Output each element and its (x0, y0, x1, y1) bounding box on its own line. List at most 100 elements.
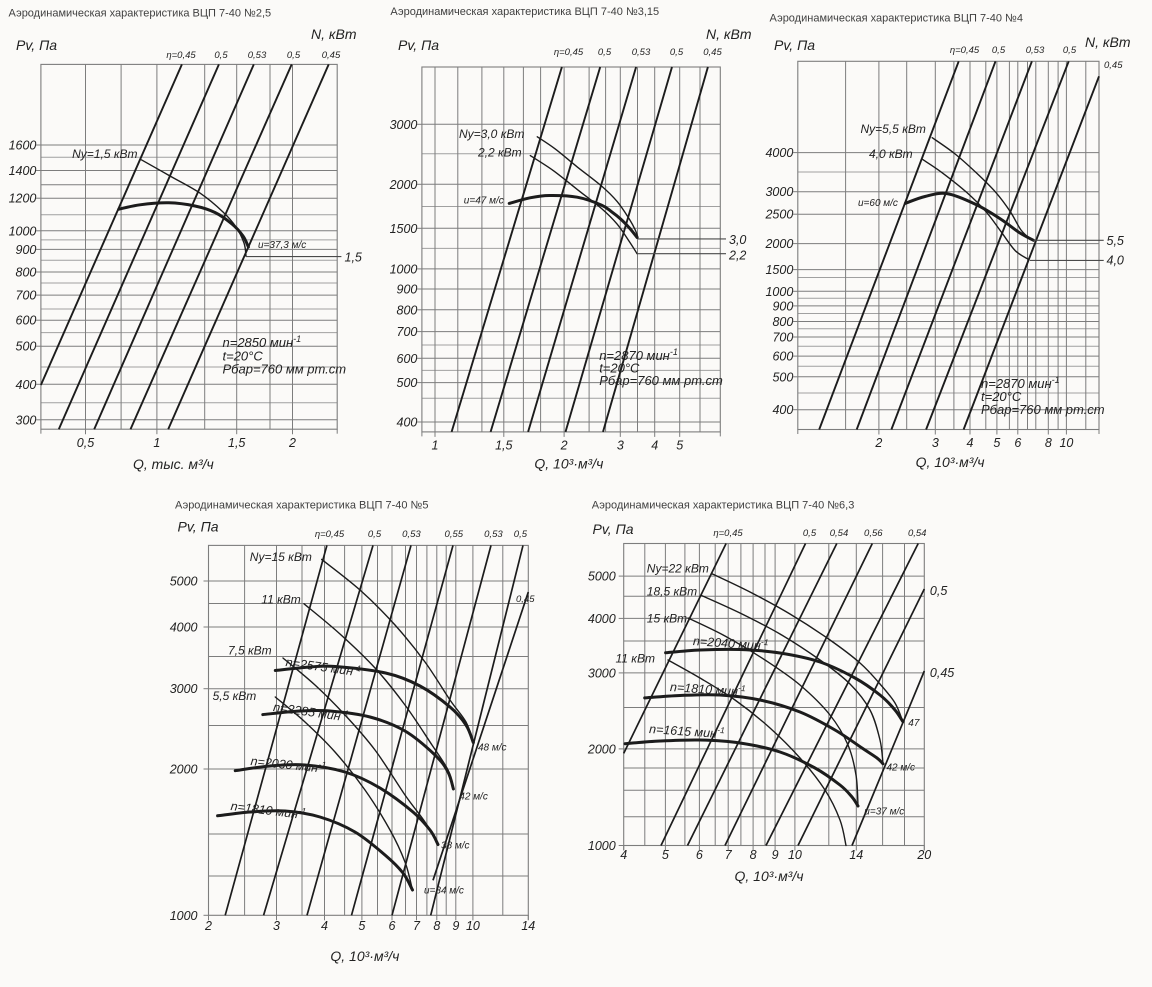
svg-text:0,45: 0,45 (930, 666, 954, 680)
svg-text:n=2030 мин-1: n=2030 мин-1 (250, 752, 327, 776)
svg-text:Pбар=760 мм рт.ст: Pбар=760 мм рт.ст (599, 373, 723, 388)
svg-text:n=1810 мин-1: n=1810 мин-1 (670, 678, 747, 699)
svg-text:1500: 1500 (765, 263, 793, 277)
svg-text:8: 8 (1045, 436, 1052, 450)
svg-text:0,5: 0,5 (1063, 45, 1077, 56)
svg-text:1000: 1000 (390, 262, 418, 276)
svg-text:0,5: 0,5 (670, 47, 684, 58)
svg-text:0,5: 0,5 (514, 529, 528, 540)
svg-text:Pбар=760 мм рт.ст: Pбар=760 мм рт.ст (223, 362, 347, 377)
svg-text:4,0 кВт: 4,0 кВт (869, 147, 913, 161)
svg-text:3000: 3000 (170, 682, 198, 696)
svg-text:2,2 кВт: 2,2 кВт (477, 146, 522, 160)
svg-text:n=2040 мин-1: n=2040 мин-1 (692, 632, 769, 653)
svg-text:2: 2 (874, 436, 882, 450)
svg-text:0,5: 0,5 (77, 436, 94, 450)
svg-text:1000: 1000 (765, 285, 793, 299)
svg-text:11 кВт: 11 кВт (261, 593, 300, 607)
svg-text:1,5: 1,5 (495, 439, 512, 453)
svg-text:0,53: 0,53 (632, 47, 651, 58)
svg-text:8: 8 (433, 919, 440, 933)
svg-text:4: 4 (967, 436, 974, 450)
svg-text:Аэродинамическая характеристик: Аэродинамическая характеристика ВЦП 7-40… (175, 500, 428, 512)
svg-text:38 м/с: 38 м/с (441, 841, 470, 852)
svg-text:0,45: 0,45 (516, 594, 535, 605)
svg-text:N, кВт: N, кВт (311, 26, 357, 42)
svg-text:u=37 м/с: u=37 м/с (864, 807, 904, 818)
svg-text:300: 300 (16, 413, 37, 427)
svg-text:0,55: 0,55 (445, 529, 464, 540)
svg-text:10: 10 (788, 848, 802, 862)
svg-text:0,5: 0,5 (930, 584, 947, 598)
svg-text:0,45: 0,45 (1104, 60, 1123, 71)
svg-text:10: 10 (1059, 436, 1073, 450)
svg-text:2000: 2000 (169, 763, 198, 777)
svg-text:500: 500 (397, 376, 418, 390)
svg-text:η=0,45: η=0,45 (554, 47, 584, 58)
svg-text:Q, 10³·м³/ч: Q, 10³·м³/ч (735, 868, 804, 884)
svg-text:500: 500 (772, 370, 793, 384)
svg-text:400: 400 (16, 378, 37, 392)
svg-text:900: 900 (16, 243, 37, 257)
svg-text:800: 800 (16, 266, 37, 280)
svg-text:1: 1 (432, 439, 439, 453)
svg-text:5: 5 (993, 436, 1000, 450)
svg-text:6: 6 (1014, 436, 1021, 450)
svg-text:Аэродинамическая характеристик: Аэродинамическая характеристика ВЦП 7-40… (390, 6, 659, 18)
svg-text:0,53: 0,53 (402, 529, 421, 540)
svg-text:900: 900 (397, 283, 418, 297)
svg-text:1600: 1600 (9, 139, 37, 153)
svg-text:400: 400 (772, 403, 793, 417)
svg-text:20: 20 (916, 848, 931, 862)
svg-text:0,53: 0,53 (1026, 45, 1045, 56)
svg-text:0,5: 0,5 (214, 50, 228, 61)
svg-text:n=1615 мин-1: n=1615 мин-1 (649, 720, 726, 741)
svg-text:5: 5 (358, 919, 365, 933)
svg-text:4: 4 (321, 919, 328, 933)
svg-text:n=2870 мин-1: n=2870 мин-1 (981, 375, 1060, 391)
svg-text:3: 3 (273, 919, 280, 933)
svg-text:0,5: 0,5 (598, 47, 612, 58)
svg-text:1,5: 1,5 (228, 436, 245, 450)
svg-text:10: 10 (466, 919, 480, 933)
svg-text:14: 14 (849, 848, 863, 862)
svg-text:η=0,45: η=0,45 (315, 529, 345, 540)
svg-text:800: 800 (397, 303, 418, 317)
svg-text:3: 3 (617, 439, 624, 453)
svg-text:2: 2 (288, 436, 296, 450)
svg-text:600: 600 (772, 350, 793, 364)
svg-text:0,54: 0,54 (830, 528, 849, 539)
svg-text:N, кВт: N, кВт (706, 26, 752, 42)
svg-text:5: 5 (662, 848, 669, 862)
svg-text:u=37,3 м/с: u=37,3 м/с (258, 240, 306, 251)
svg-text:Ny=15 кВт: Ny=15 кВт (250, 550, 312, 564)
svg-text:3000: 3000 (588, 666, 616, 680)
svg-text:8: 8 (750, 848, 757, 862)
svg-text:η=0,45: η=0,45 (166, 50, 196, 61)
svg-text:Pv, Па: Pv, Па (16, 37, 57, 53)
svg-text:Q, 10³·м³/ч: Q, 10³·м³/ч (330, 948, 399, 964)
svg-text:Аэродинамическая характеристик: Аэродинамическая характеристика ВЦП 7-40… (770, 13, 1023, 25)
svg-text:2: 2 (560, 439, 568, 453)
svg-text:5,5: 5,5 (1107, 234, 1124, 248)
svg-text:4000: 4000 (765, 146, 793, 160)
svg-text:t=20°C: t=20°C (223, 349, 264, 364)
svg-text:6: 6 (696, 848, 703, 862)
svg-text:n=2850 мин-1: n=2850 мин-1 (223, 334, 302, 350)
svg-text:7: 7 (725, 848, 733, 862)
svg-text:5000: 5000 (170, 575, 198, 589)
svg-text:42 м/с: 42 м/с (887, 763, 916, 774)
svg-text:9: 9 (772, 848, 779, 862)
svg-text:47: 47 (908, 718, 920, 729)
svg-text:2000: 2000 (587, 742, 616, 756)
svg-text:n=2285 мин-1: n=2285 мин-1 (272, 698, 349, 724)
svg-text:700: 700 (772, 331, 793, 345)
svg-text:Ny=5,5 кВт: Ny=5,5 кВт (861, 122, 926, 136)
svg-text:1000: 1000 (588, 839, 616, 853)
svg-text:18,5 кВт: 18,5 кВт (647, 585, 697, 599)
svg-text:Pv, Па: Pv, Па (774, 37, 815, 53)
svg-text:1000: 1000 (9, 224, 37, 238)
svg-text:500: 500 (16, 340, 37, 354)
svg-text:1400: 1400 (9, 164, 37, 178)
svg-text:0,56: 0,56 (864, 528, 883, 539)
